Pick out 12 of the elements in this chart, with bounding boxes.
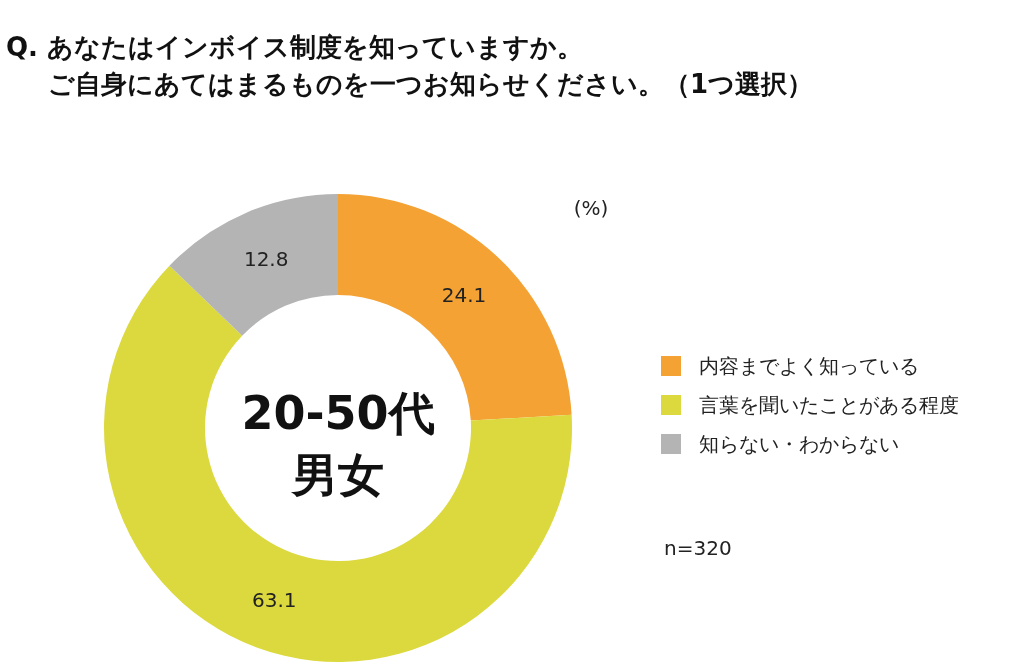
legend-label: 知らない・わからない xyxy=(699,432,899,457)
donut-slice xyxy=(169,194,338,336)
legend-label: 言葉を聞いたことがある程度 xyxy=(699,393,959,418)
data-label: 63.1 xyxy=(251,588,297,613)
data-label: 24.1 xyxy=(441,282,487,307)
data-label: 12.8 xyxy=(243,247,289,272)
donut-slice xyxy=(104,265,572,662)
text: (%) xyxy=(573,196,609,220)
text: 20-50代男女 xyxy=(241,386,435,502)
legend-label: 内容までよく知っている xyxy=(699,354,919,379)
chart-title: Q. あなたはインボイス制度を知っていますか。ご自身にあてはまるものを一つお知らせください。（1つ選択） xyxy=(6,32,814,99)
text: n=320 xyxy=(664,536,732,560)
